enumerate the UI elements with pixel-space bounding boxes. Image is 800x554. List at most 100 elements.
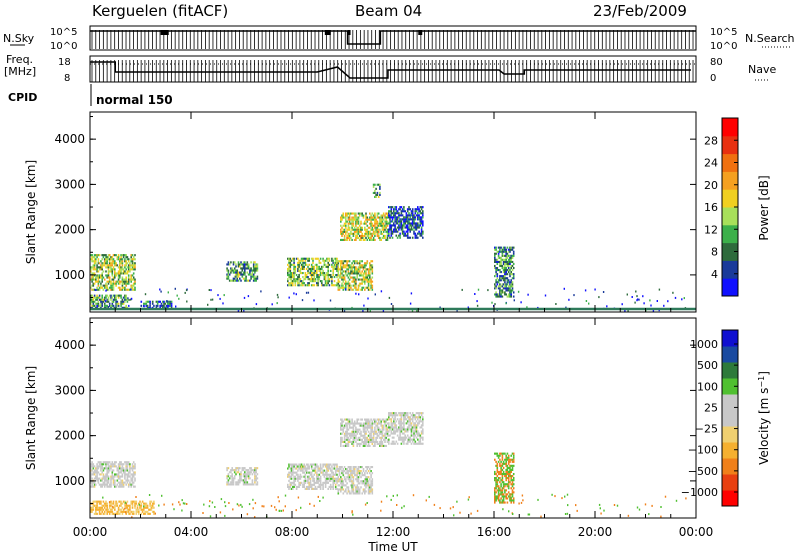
data-cell: [124, 288, 126, 291]
data-cell: [405, 216, 408, 219]
data-cell: [660, 515, 662, 518]
data-cell: [260, 290, 262, 293]
data-cell: [370, 238, 372, 241]
data-cell: [288, 487, 290, 490]
data-cell: [178, 297, 180, 300]
data-cell: [334, 485, 337, 488]
data-cell: [332, 272, 334, 275]
data-cell: [297, 485, 299, 488]
data-cell: [129, 467, 131, 470]
data-cell: [512, 273, 515, 276]
data-cell: [422, 412, 424, 415]
data-cell: [358, 274, 361, 277]
data-cell: [305, 276, 308, 279]
data-cell: [327, 282, 329, 285]
data-cell: [107, 270, 110, 273]
data-cell: [500, 491, 502, 494]
data-cell: [388, 206, 390, 209]
data-cell: [381, 232, 384, 235]
data-cell: [332, 487, 334, 490]
data-cell: [299, 272, 302, 275]
data-cell: [384, 420, 386, 423]
data-cell: [345, 232, 347, 235]
data-cell: [393, 442, 395, 445]
data-cell: [365, 286, 367, 289]
data-cell: [405, 226, 408, 229]
data-cell: [506, 246, 509, 249]
data-cell: [91, 477, 93, 480]
data-cell: [358, 490, 361, 493]
data-cell: [329, 477, 332, 480]
data-cell: [502, 495, 505, 498]
data-cell: [131, 463, 134, 466]
data-cell: [348, 426, 351, 429]
data-cell: [499, 470, 501, 473]
data-cell: [371, 422, 374, 425]
data-cell: [395, 218, 398, 221]
data-cell: [120, 258, 122, 261]
data-cell: [103, 302, 106, 305]
data-cell: [495, 460, 497, 463]
data-cell: [107, 274, 110, 277]
data-cell: [322, 481, 324, 484]
data-cell: [507, 262, 510, 265]
data-cell: [125, 264, 127, 267]
data-cell: [348, 220, 351, 223]
data-cell: [312, 274, 314, 277]
data-cell: [403, 420, 405, 423]
data-cell: [93, 262, 96, 265]
data-cell: [505, 256, 507, 259]
data-cell: [394, 216, 396, 219]
data-cell: [337, 490, 340, 493]
data-cell: [511, 460, 514, 463]
data-cell: [419, 416, 422, 419]
data-cell: [405, 442, 408, 445]
data-cell: [418, 214, 420, 217]
data-cell: [494, 264, 496, 267]
data-cell: [357, 472, 360, 475]
data-cell: [130, 274, 132, 277]
data-cell: [334, 479, 337, 482]
data-cell: [114, 463, 116, 466]
data-cell: [341, 282, 343, 285]
data-cell: [345, 432, 347, 435]
data-cell: [409, 216, 411, 219]
data-cell: [341, 478, 343, 481]
data-cell: [512, 295, 515, 298]
data-cell: [370, 286, 372, 289]
data-cell: [326, 280, 328, 283]
data-cell: [361, 266, 363, 269]
data-cell: [390, 432, 393, 435]
data-cell: [107, 469, 110, 472]
data-cell: [347, 486, 350, 489]
data-cell: [350, 434, 352, 437]
data-cell: [185, 289, 188, 292]
data-cell: [385, 226, 387, 229]
data-cell: [341, 484, 343, 487]
data-cell: [287, 278, 289, 281]
data-cell: [425, 499, 427, 502]
data-cell: [376, 183, 379, 186]
data-cell: [506, 456, 509, 459]
data-cell: [365, 422, 367, 425]
data-cell: [365, 212, 367, 215]
data-cell: [132, 262, 135, 265]
data-cell: [510, 289, 512, 292]
data-cell: [93, 465, 96, 468]
data-cell: [510, 496, 512, 499]
data-cell: [400, 426, 403, 429]
data-cell: [337, 266, 340, 269]
data-cell: [278, 500, 280, 503]
data-cell: [130, 473, 132, 476]
data-cell: [386, 434, 389, 437]
data-cell: [391, 436, 394, 439]
data-cell: [342, 426, 345, 429]
data-cell: [298, 278, 300, 281]
data-cell: [97, 280, 100, 283]
data-cell: [355, 474, 357, 477]
data-cell: [364, 440, 366, 443]
data-cell: [495, 267, 497, 270]
data-cell: [512, 491, 515, 494]
data-cell: [228, 279, 231, 282]
data-cell: [233, 469, 236, 472]
